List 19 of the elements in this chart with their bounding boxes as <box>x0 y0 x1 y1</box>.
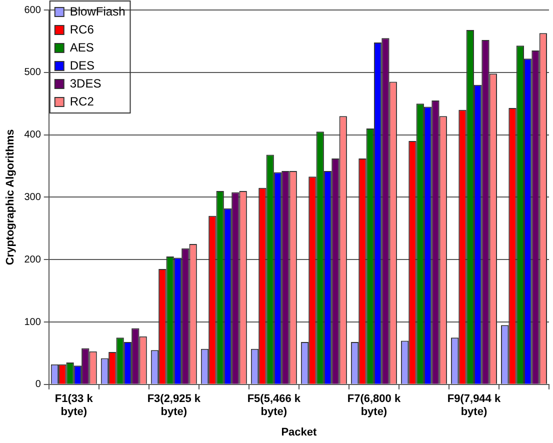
y-tick-label: 300 <box>24 192 42 203</box>
x-tick-label: F7(6,800 k byte) <box>347 393 402 418</box>
legend-label: RC2 <box>70 94 94 108</box>
y-tick-label: 600 <box>24 4 42 16</box>
legend-label: 3DES <box>70 76 102 90</box>
y-tick-label: 100 <box>24 316 42 328</box>
y-tick-label: 200 <box>24 254 42 266</box>
legend-label: RC6 <box>70 22 94 36</box>
x-tick-label: F3(2,925 k byte) <box>147 393 202 418</box>
legend-label: DES <box>70 58 95 72</box>
y-tick-label: 500 <box>24 67 42 78</box>
x-tick-label: F9(7,944 k byte) <box>447 393 502 418</box>
x-axis-title: Packet <box>281 426 318 438</box>
y-axis-title: Cryptographic Algorithms <box>4 129 17 266</box>
x-tick-label: F1(33 k byte) <box>54 393 94 418</box>
x-tick-label: F5(5,466 k byte) <box>247 393 302 418</box>
y-tick-label: 0 <box>35 379 42 390</box>
y-tick-label: 400 <box>24 130 42 141</box>
legend-label: AES <box>70 40 94 54</box>
